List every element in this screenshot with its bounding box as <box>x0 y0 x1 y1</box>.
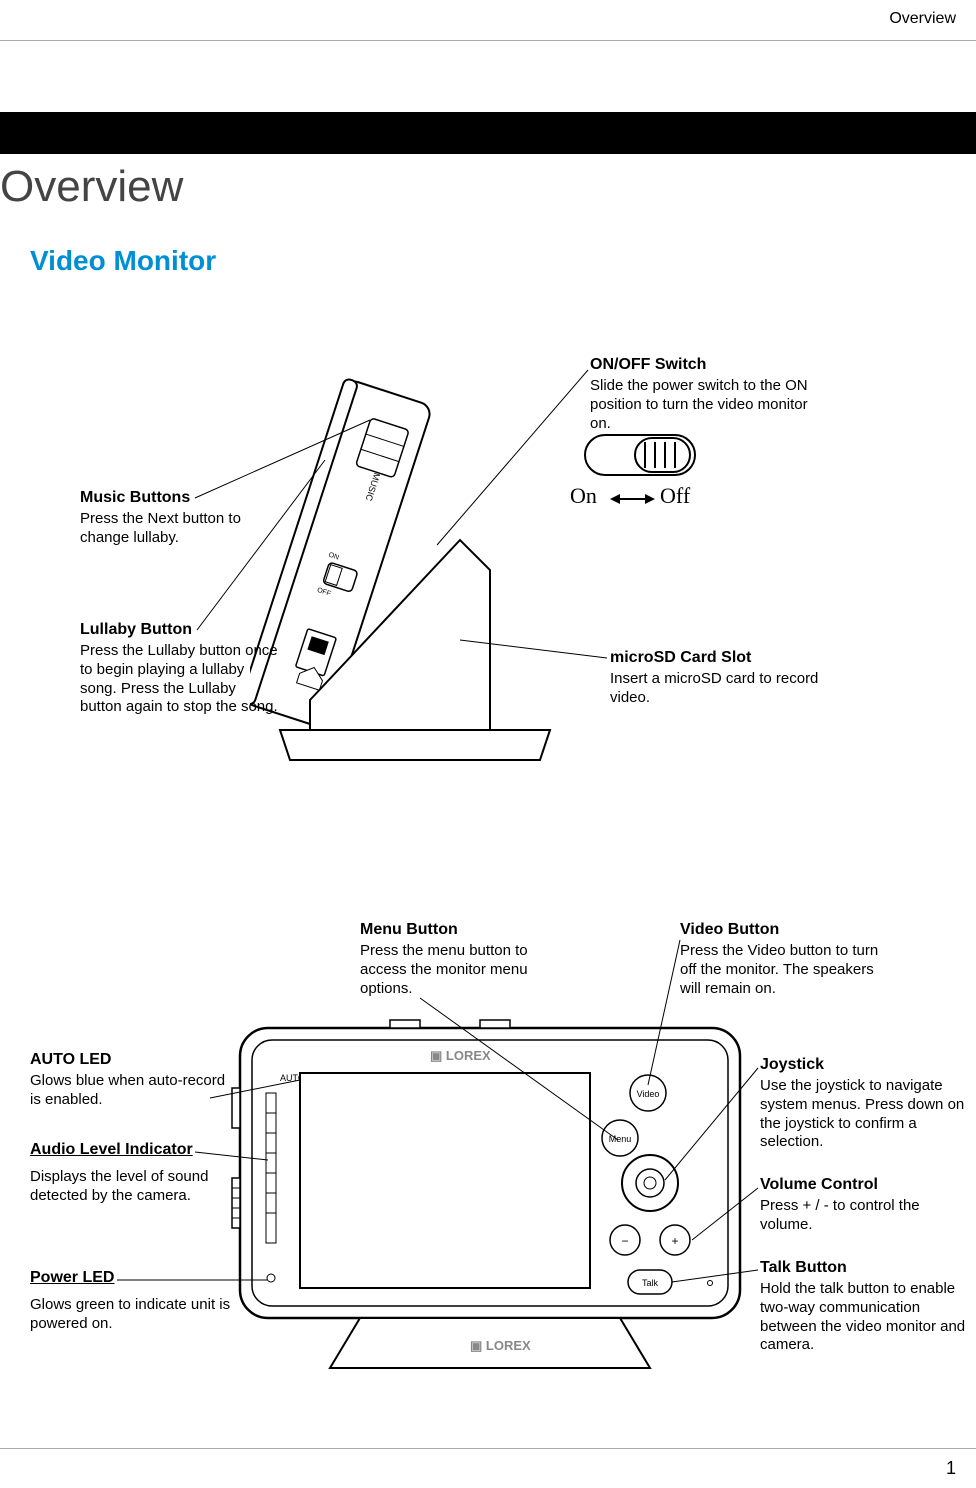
page-number: 1 <box>946 1458 956 1479</box>
rule-bottom <box>0 1448 976 1449</box>
leader-lines-bottom <box>0 0 976 1450</box>
